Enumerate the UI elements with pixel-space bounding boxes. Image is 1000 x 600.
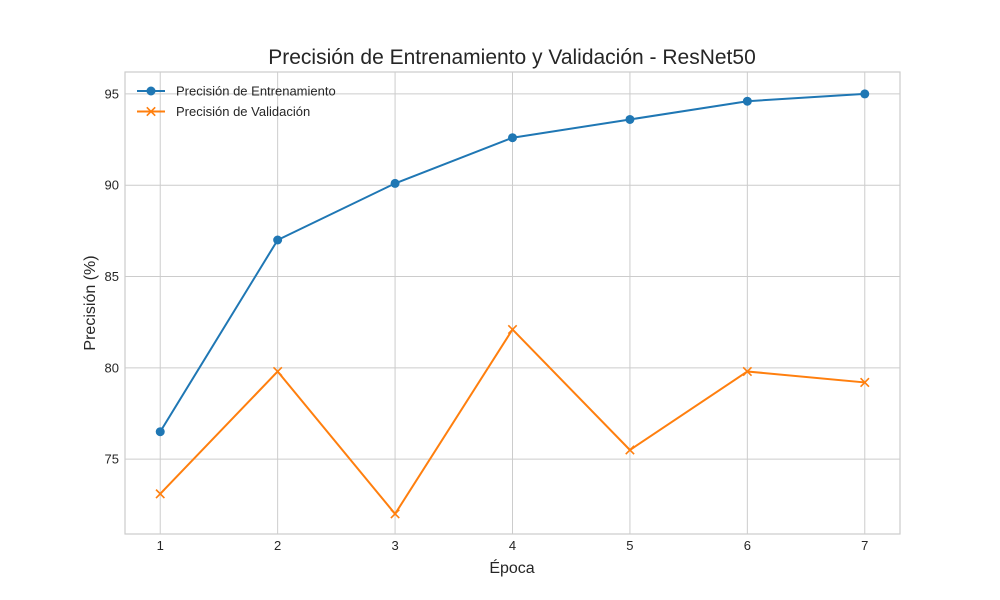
x-tick-label: 5	[626, 538, 633, 553]
x-tick-label: 1	[157, 538, 164, 553]
y-tick-label: 75	[105, 452, 119, 467]
data-point	[625, 445, 635, 455]
y-axis-ticks: 75 80 85 90 95	[105, 86, 119, 466]
data-point	[155, 489, 165, 499]
legend-marker	[146, 86, 156, 96]
y-axis-label: Precisión (%)	[82, 255, 99, 350]
data-point	[860, 89, 870, 99]
legend-item: Precisión de Validación	[137, 104, 310, 119]
data-point	[625, 114, 635, 124]
legend-label: Precisión de Validación	[176, 104, 310, 119]
data-point	[507, 324, 518, 335]
series-layer	[155, 89, 870, 519]
y-tick-label: 85	[105, 269, 119, 284]
data-point	[390, 509, 400, 519]
data-point	[860, 377, 870, 388]
series-2	[155, 324, 870, 519]
x-tick-label: 7	[861, 538, 868, 553]
series-1	[155, 89, 870, 437]
x-tick-label: 2	[274, 538, 281, 553]
legend-item: Precisión de Entrenamiento	[137, 84, 336, 99]
data-point	[742, 366, 753, 377]
legend: Precisión de Entrenamiento Precisión de V…	[137, 84, 336, 119]
data-point	[273, 235, 283, 245]
x-tick-label: 4	[509, 538, 516, 553]
x-tick-label: 6	[744, 538, 751, 553]
y-tick-label: 80	[105, 360, 119, 375]
y-tick-label: 90	[105, 178, 119, 193]
x-axis-label: Época	[489, 558, 534, 577]
data-point	[272, 366, 283, 377]
x-tick-label: 3	[391, 538, 398, 553]
legend-marker	[146, 106, 156, 117]
plot-frame	[124, 71, 901, 535]
data-point	[742, 96, 752, 106]
data-point	[508, 133, 517, 143]
legend-label: Precisión de Entrenamiento	[176, 84, 336, 99]
data-point	[390, 178, 400, 188]
data-point	[155, 427, 165, 437]
gridlines	[125, 72, 900, 534]
y-tick-label: 95	[105, 86, 119, 101]
x-axis-ticks: 1 2 3 4 5 6 7	[157, 538, 869, 553]
chart-title: Precisión de Entrenamiento y Validación …	[268, 46, 756, 69]
